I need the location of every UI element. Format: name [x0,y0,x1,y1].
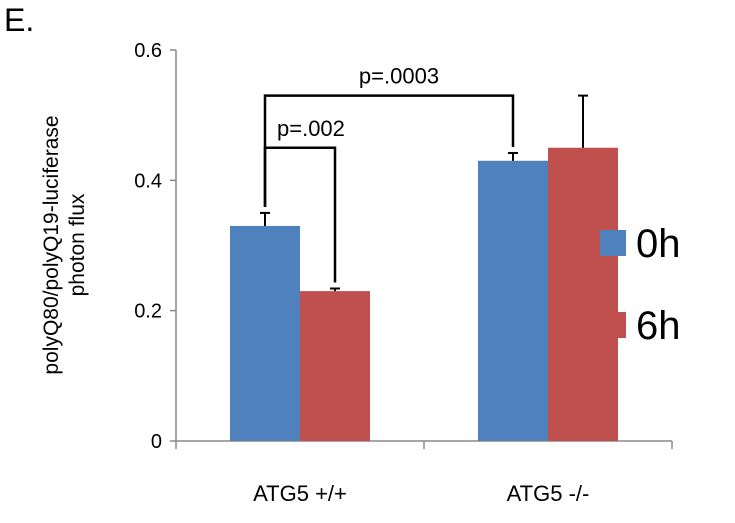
y-tick-label: 0 [151,431,162,453]
y-axis-label-line: photon flux [66,193,89,296]
bars [230,147,618,442]
x-category-label: ATG5 +/+ [253,481,347,506]
legend-swatch-0h [600,230,626,256]
legend-swatch-6h [600,312,626,338]
panel-label: E. [4,2,35,38]
axes: 0 0.2 0.4 0.6 ATG5 +/+ ATG5 -/- [134,40,673,506]
legend-label-0h: 0h [636,222,681,266]
bar-0h-0 [230,225,300,441]
y-axis-label-line: polyQ80/polyQ19-luciferase [40,115,63,374]
p-value-label: p=.0003 [359,64,439,89]
y-axis-label: polyQ80/polyQ19-luciferase photon flux [40,115,89,374]
significance-brackets: p=.002 p=.0003 [263,64,515,283]
bar-0h-1 [478,160,548,442]
x-category-label: ATG5 -/- [507,481,590,506]
y-tick-label: 0.4 [134,170,162,192]
y-tick-label: 0.2 [134,301,162,323]
legend: 0h 6h [600,222,681,348]
y-tick-label: 0.6 [134,40,162,62]
p-value-label: p=.002 [277,116,345,141]
bar-6h-0 [300,291,370,441]
bar-6h-1 [548,147,618,441]
significance-bracket [263,94,515,207]
legend-label-6h: 6h [636,304,681,348]
error-bars [260,94,588,292]
y-axis-label-group: polyQ80/polyQ19-luciferase photon flux [40,115,89,374]
